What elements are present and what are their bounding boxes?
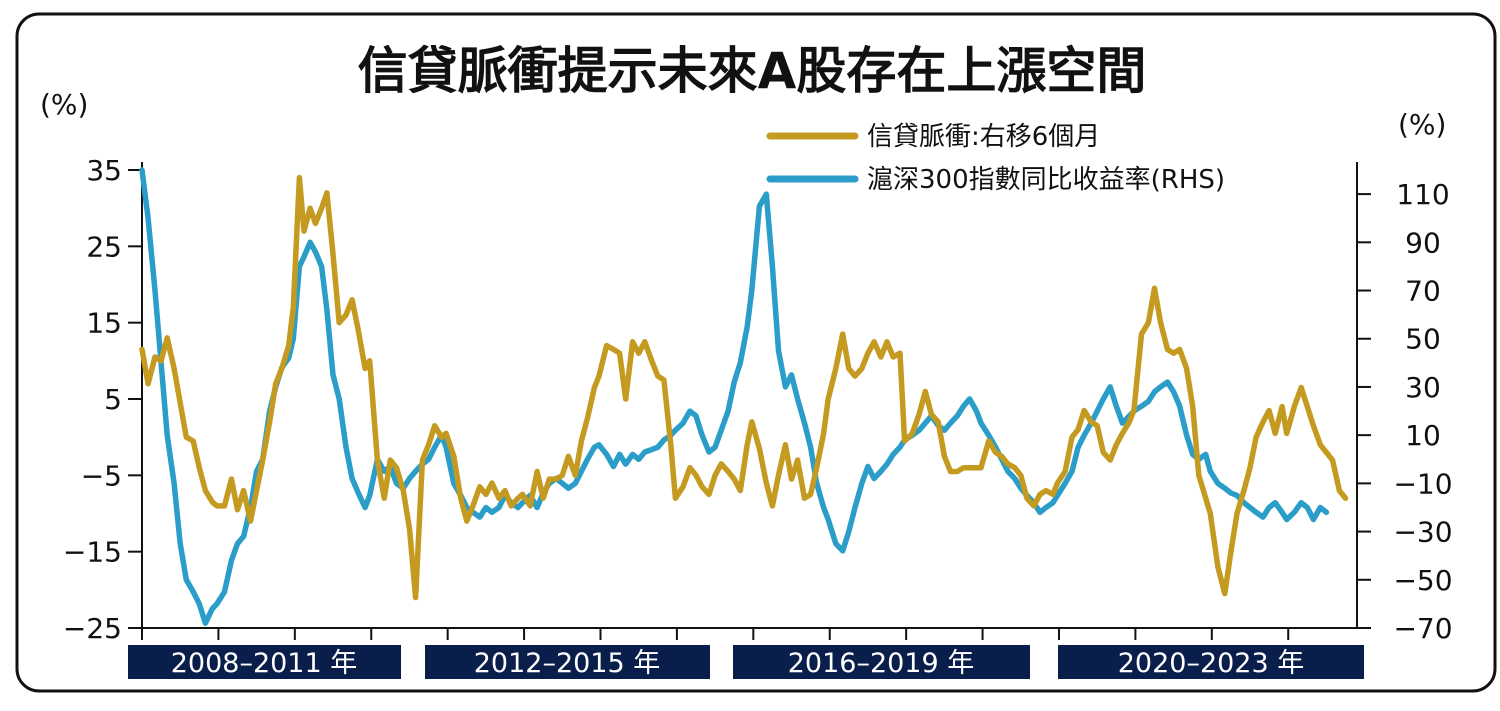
left-tick-label: 35 bbox=[86, 154, 122, 187]
right-axis: 110 90 70 50 30 10 −10 −30 −50 −70 bbox=[1356, 162, 1453, 645]
period-label-4: 2020–2023 年 bbox=[1118, 648, 1305, 679]
right-tick-label: 70 bbox=[1405, 275, 1441, 308]
period-band-4 bbox=[1058, 645, 1364, 679]
legend-label-credit-impulse: 信貸脈衝:右移6個月 bbox=[867, 122, 1100, 152]
left-tick-label: 25 bbox=[86, 230, 122, 263]
left-tick-label: 15 bbox=[86, 307, 122, 340]
period-label-2: 2012–2015 年 bbox=[474, 648, 661, 679]
right-tick-label: −50 bbox=[1393, 564, 1452, 597]
right-tick-label: 50 bbox=[1405, 323, 1441, 356]
left-tick-label: −15 bbox=[63, 536, 122, 569]
right-tick-label: −70 bbox=[1393, 612, 1452, 645]
series-line-csi300 bbox=[139, 167, 1330, 626]
left-axis-unit: (%) bbox=[40, 88, 88, 121]
chart-title: 信貸脈衝提示未來A股存在上漲空間 bbox=[358, 42, 1147, 100]
right-tick-label: 30 bbox=[1405, 371, 1441, 404]
right-tick-label: −10 bbox=[1393, 467, 1452, 500]
period-band-3 bbox=[733, 645, 1030, 679]
right-tick-label: 10 bbox=[1405, 419, 1441, 452]
period-label-1: 2008–2011 年 bbox=[171, 648, 358, 679]
period-bands: 2008–2011 年 2012–2015 年 2016–2019 年 2020… bbox=[128, 645, 1364, 679]
left-tick-label: −25 bbox=[63, 612, 122, 645]
legend-label-csi300: 滬深300指數同比收益率(RHS) bbox=[867, 165, 1225, 195]
x-axis bbox=[141, 627, 1371, 640]
right-axis-unit: (%) bbox=[1398, 108, 1446, 141]
left-tick-label: 5 bbox=[104, 383, 122, 416]
plot-lines bbox=[139, 167, 1349, 626]
chart-frame bbox=[15, 12, 1497, 693]
period-band-1 bbox=[128, 645, 401, 679]
series-line-credit-impulse bbox=[139, 174, 1349, 601]
period-band-2 bbox=[425, 645, 710, 679]
legend: 信貸脈衝:右移6個月 滬深300指數同比收益率(RHS) bbox=[766, 122, 1225, 195]
right-tick-label: 110 bbox=[1396, 178, 1449, 211]
period-label-3: 2016–2019 年 bbox=[788, 648, 975, 679]
left-tick-label: −5 bbox=[81, 459, 122, 492]
right-tick-label: 90 bbox=[1405, 226, 1441, 259]
right-tick-label: −30 bbox=[1393, 516, 1452, 549]
left-axis: 35 25 15 5 −5 −15 −25 bbox=[63, 154, 143, 645]
